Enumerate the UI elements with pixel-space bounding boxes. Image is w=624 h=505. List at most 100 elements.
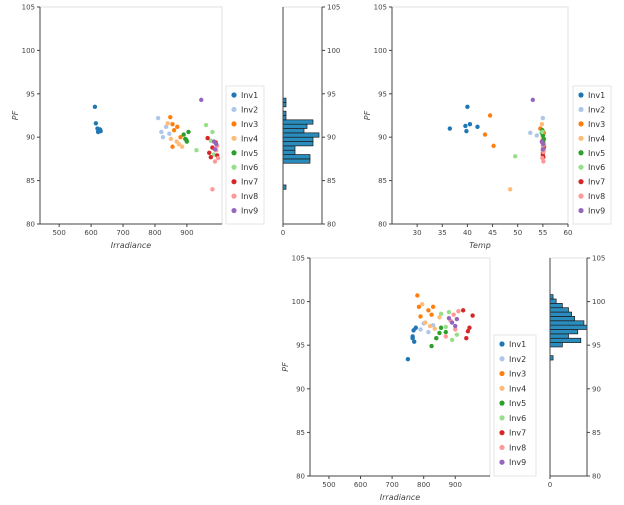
bottom-legend: Inv1 Inv2 Inv3 Inv4 Inv5 Inv6 Inv7 Inv8 Inv9 xyxy=(493,334,537,477)
data-point-inv7 xyxy=(467,325,472,330)
histogram-bar xyxy=(282,141,314,147)
data-point-inv2 xyxy=(167,131,172,136)
data-point-inv5 xyxy=(186,129,191,135)
data-point-inv7 xyxy=(208,154,214,160)
x-tick-label: 60 xyxy=(564,229,573,237)
data-point-inv6 xyxy=(449,337,455,343)
data-point-inv3 xyxy=(491,143,496,149)
legend-label-inv7: Inv7 xyxy=(241,178,258,187)
histogram-y-tick-label: 95 xyxy=(327,90,336,98)
x-tick-label: 45 xyxy=(488,229,497,237)
legend-marker-inv2 xyxy=(231,106,237,113)
data-point-inv9 xyxy=(454,316,460,322)
plot-area-frame xyxy=(309,257,491,477)
legend-label-inv2: Inv2 xyxy=(509,355,526,364)
legend-label-inv8: Inv8 xyxy=(241,192,258,201)
data-point-inv4 xyxy=(176,141,182,147)
data-point-inv2 xyxy=(155,115,161,121)
histogram-bar xyxy=(549,337,582,343)
data-point-inv5 xyxy=(437,330,442,336)
legend-label-inv3: Inv3 xyxy=(509,370,526,379)
data-point-inv1 xyxy=(464,128,469,134)
x-tick-label: 600 xyxy=(84,229,97,237)
legend-label-inv6: Inv6 xyxy=(241,163,258,172)
histogram-bar xyxy=(549,333,569,339)
legend-label-inv9: Inv9 xyxy=(241,207,258,216)
y-tick-label: 80 xyxy=(26,221,35,229)
data-point-inv1 xyxy=(413,325,418,330)
data-point-inv1 xyxy=(463,123,468,129)
legend-label-inv2: Inv2 xyxy=(588,105,605,114)
data-point-inv8 xyxy=(215,155,221,161)
data-point-inv7 xyxy=(465,329,471,334)
data-point-inv3 xyxy=(170,121,175,127)
histogram-bar xyxy=(549,324,588,330)
data-point-inv1 xyxy=(410,336,415,341)
legend-label-inv7: Inv7 xyxy=(588,178,605,187)
legend-marker-inv4 xyxy=(578,135,584,141)
data-point-inv3 xyxy=(487,113,493,118)
data-point-inv9 xyxy=(214,141,219,147)
legend-label-inv2: Inv2 xyxy=(241,105,258,114)
data-point-inv6 xyxy=(194,148,199,153)
x-tick-label: 900 xyxy=(449,481,462,489)
x-tick-label: 50 xyxy=(513,229,522,237)
legend-label-inv9: Inv9 xyxy=(509,458,526,467)
data-point-inv6 xyxy=(438,311,444,317)
top-right-legend: Inv1 Inv2 Inv3 Inv4 Inv5 Inv6 Inv7 Inv8 Inv9 xyxy=(572,85,612,225)
legend-label-inv3: Inv3 xyxy=(588,120,605,129)
data-point-inv6 xyxy=(513,154,518,159)
legend-marker-inv1 xyxy=(231,92,237,98)
histogram-frame xyxy=(549,257,588,477)
data-point-inv3 xyxy=(178,135,183,140)
legend-marker-inv1 xyxy=(499,341,505,347)
histogram-bar xyxy=(282,158,311,164)
histogram-frame xyxy=(282,6,323,225)
legend-marker-inv2 xyxy=(578,106,584,113)
legend-marker-inv4 xyxy=(231,135,237,141)
data-point-inv5 xyxy=(429,343,434,349)
legend-marker-inv8 xyxy=(231,193,237,199)
data-point-inv7 xyxy=(205,135,210,141)
histogram-bar xyxy=(282,145,296,151)
legend-label-inv3: Inv3 xyxy=(241,120,258,129)
histogram-y-tick-label: 85 xyxy=(327,177,336,185)
data-point-inv2 xyxy=(426,329,431,335)
y-tick-label: 90 xyxy=(378,134,387,142)
legend-marker-inv3 xyxy=(578,121,584,127)
legend-marker-inv5 xyxy=(499,400,505,406)
y-tick-label: 100 xyxy=(22,47,35,55)
y-tick-label: 80 xyxy=(296,473,305,481)
data-point-inv4 xyxy=(168,136,174,142)
data-point-inv3 xyxy=(171,128,177,133)
histogram-y-tick-label: 80 xyxy=(327,221,336,229)
legend-label-inv5: Inv5 xyxy=(509,399,526,408)
histogram-x-tick-label: 0 xyxy=(548,481,552,489)
data-point-inv8 xyxy=(456,308,461,314)
data-point-inv2 xyxy=(160,135,166,140)
data-point-inv9 xyxy=(453,323,458,329)
histogram-bar xyxy=(282,119,314,125)
plot-area-frame xyxy=(39,6,223,225)
top-left-legend: Inv1 Inv2 Inv3 Inv4 Inv5 Inv6 Inv7 Inv8 Inv9 xyxy=(225,85,265,225)
data-point-inv9 xyxy=(212,147,218,152)
data-point-inv5 xyxy=(184,137,189,143)
data-point-inv6 xyxy=(540,129,545,135)
data-point-inv6 xyxy=(203,122,209,128)
x-tick-label: 700 xyxy=(116,229,129,237)
y-tick-label: 100 xyxy=(292,298,305,306)
data-point-inv6 xyxy=(446,309,452,315)
y-axis-title: PF xyxy=(281,362,290,372)
data-point-inv4 xyxy=(432,326,437,331)
data-point-inv8 xyxy=(453,327,458,332)
x-axis-title: Temp xyxy=(469,241,491,250)
data-point-inv4 xyxy=(423,320,428,325)
data-point-inv5 xyxy=(181,132,186,137)
bottom-scatter-plot: 80 85 90 95 100 105 500 600 700 800 900 Irradiance P… xyxy=(281,255,491,502)
data-point-inv1 xyxy=(475,124,480,129)
top-left-scatter-plot: 80 85 90 95 100 105 500 600 700 800 900 Irradiance P… xyxy=(11,4,223,250)
legend-marker-inv5 xyxy=(231,150,237,156)
x-tick-label: 900 xyxy=(180,229,193,237)
y-tick-label: 80 xyxy=(378,221,387,229)
